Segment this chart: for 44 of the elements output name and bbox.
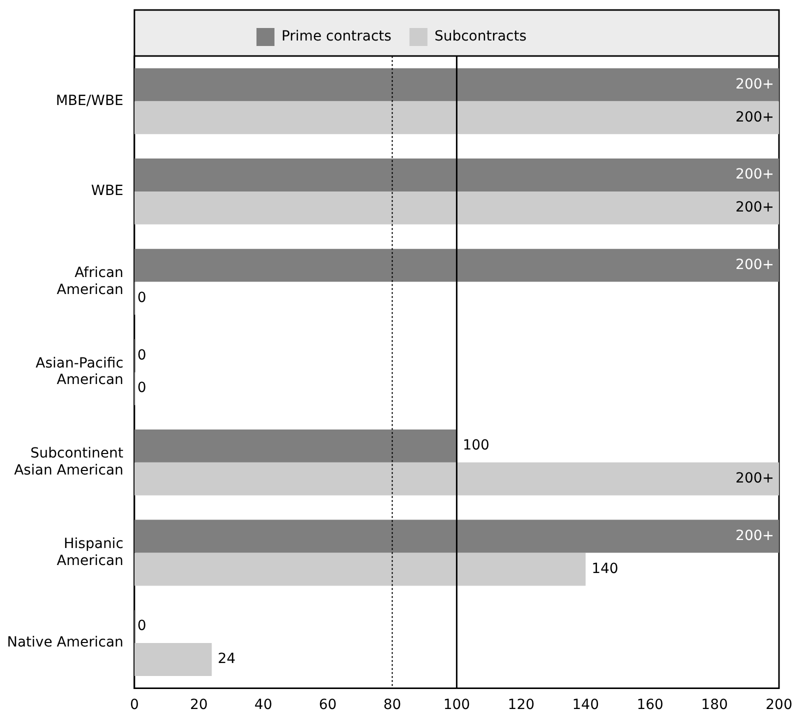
bar <box>134 462 779 496</box>
bar <box>134 552 586 586</box>
legend-label: Subcontracts <box>434 28 527 45</box>
data-label: 200+ <box>736 528 774 544</box>
bar <box>134 520 779 553</box>
x-tick-label: 160 <box>636 697 664 714</box>
bar <box>134 68 779 102</box>
legend-label: Prime contracts <box>281 28 392 45</box>
x-tick-label: 20 <box>190 697 208 714</box>
data-label: 200+ <box>736 256 774 273</box>
data-label: 200+ <box>736 470 774 487</box>
bar <box>134 248 779 282</box>
y-tick-label: Subcontinent Asian American <box>14 446 124 478</box>
data-label: 200+ <box>736 166 774 183</box>
data-label: 200+ <box>736 76 774 92</box>
bar <box>134 191 779 224</box>
bar <box>134 643 212 676</box>
bar <box>134 101 779 134</box>
x-tick-label: 200 <box>766 697 792 714</box>
y-tick-label: African American <box>56 265 124 298</box>
x-tick-label: 60 <box>318 697 337 714</box>
x-tick-label: 140 <box>572 697 599 714</box>
data-label: 100 <box>462 438 490 454</box>
data-label: 24 <box>218 651 236 668</box>
y-tick-label: Native American <box>6 634 124 651</box>
bar <box>134 429 457 462</box>
data-label: 0 <box>137 290 146 306</box>
y-tick-label: Asian-Pacific American <box>36 355 124 388</box>
y-tick-label: MBE/WBE <box>56 92 124 109</box>
x-tick-label: 40 <box>254 697 272 714</box>
x-tick-label: 80 <box>383 697 402 714</box>
data-label: 0 <box>137 347 146 364</box>
x-tick-label: 120 <box>508 697 535 714</box>
bar <box>134 158 779 192</box>
y-tick-label: Hispanic American <box>56 536 124 569</box>
data-label: 0 <box>137 380 146 396</box>
x-tick-label: 0 <box>130 697 139 714</box>
data-label: 200+ <box>736 200 774 216</box>
data-label: 0 <box>137 618 146 634</box>
y-tick-label: WBE <box>91 183 124 200</box>
data-label: 140 <box>592 560 618 577</box>
data-label: 200+ <box>736 109 774 126</box>
x-tick-label: 100 <box>443 697 470 714</box>
x-tick-label: 180 <box>701 697 728 714</box>
